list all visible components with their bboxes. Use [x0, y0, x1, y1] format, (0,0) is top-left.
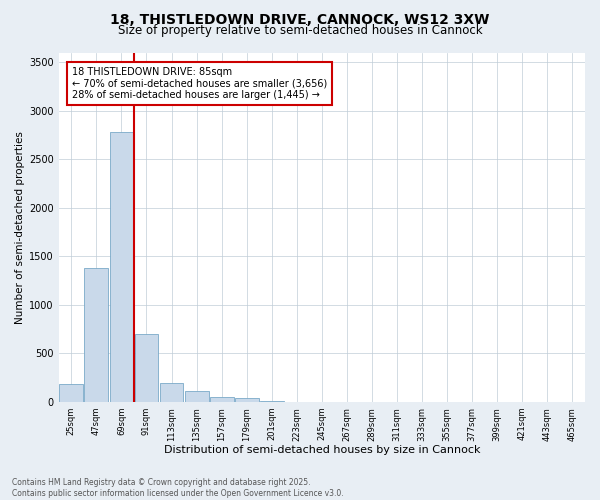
Text: 18 THISTLEDOWN DRIVE: 85sqm
← 70% of semi-detached houses are smaller (3,656)
28: 18 THISTLEDOWN DRIVE: 85sqm ← 70% of sem… — [71, 67, 327, 100]
Bar — [85, 268, 108, 402]
Bar — [110, 132, 133, 402]
Text: 18, THISTLEDOWN DRIVE, CANNOCK, WS12 3XW: 18, THISTLEDOWN DRIVE, CANNOCK, WS12 3XW — [110, 12, 490, 26]
Text: Contains HM Land Registry data © Crown copyright and database right 2025.
Contai: Contains HM Land Registry data © Crown c… — [12, 478, 344, 498]
Bar — [134, 334, 158, 402]
Bar — [235, 398, 259, 402]
Text: Size of property relative to semi-detached houses in Cannock: Size of property relative to semi-detach… — [118, 24, 482, 37]
Y-axis label: Number of semi-detached properties: Number of semi-detached properties — [15, 131, 25, 324]
Bar — [160, 382, 184, 402]
X-axis label: Distribution of semi-detached houses by size in Cannock: Distribution of semi-detached houses by … — [164, 445, 480, 455]
Bar — [210, 396, 233, 402]
Bar — [185, 392, 209, 402]
Bar — [59, 384, 83, 402]
